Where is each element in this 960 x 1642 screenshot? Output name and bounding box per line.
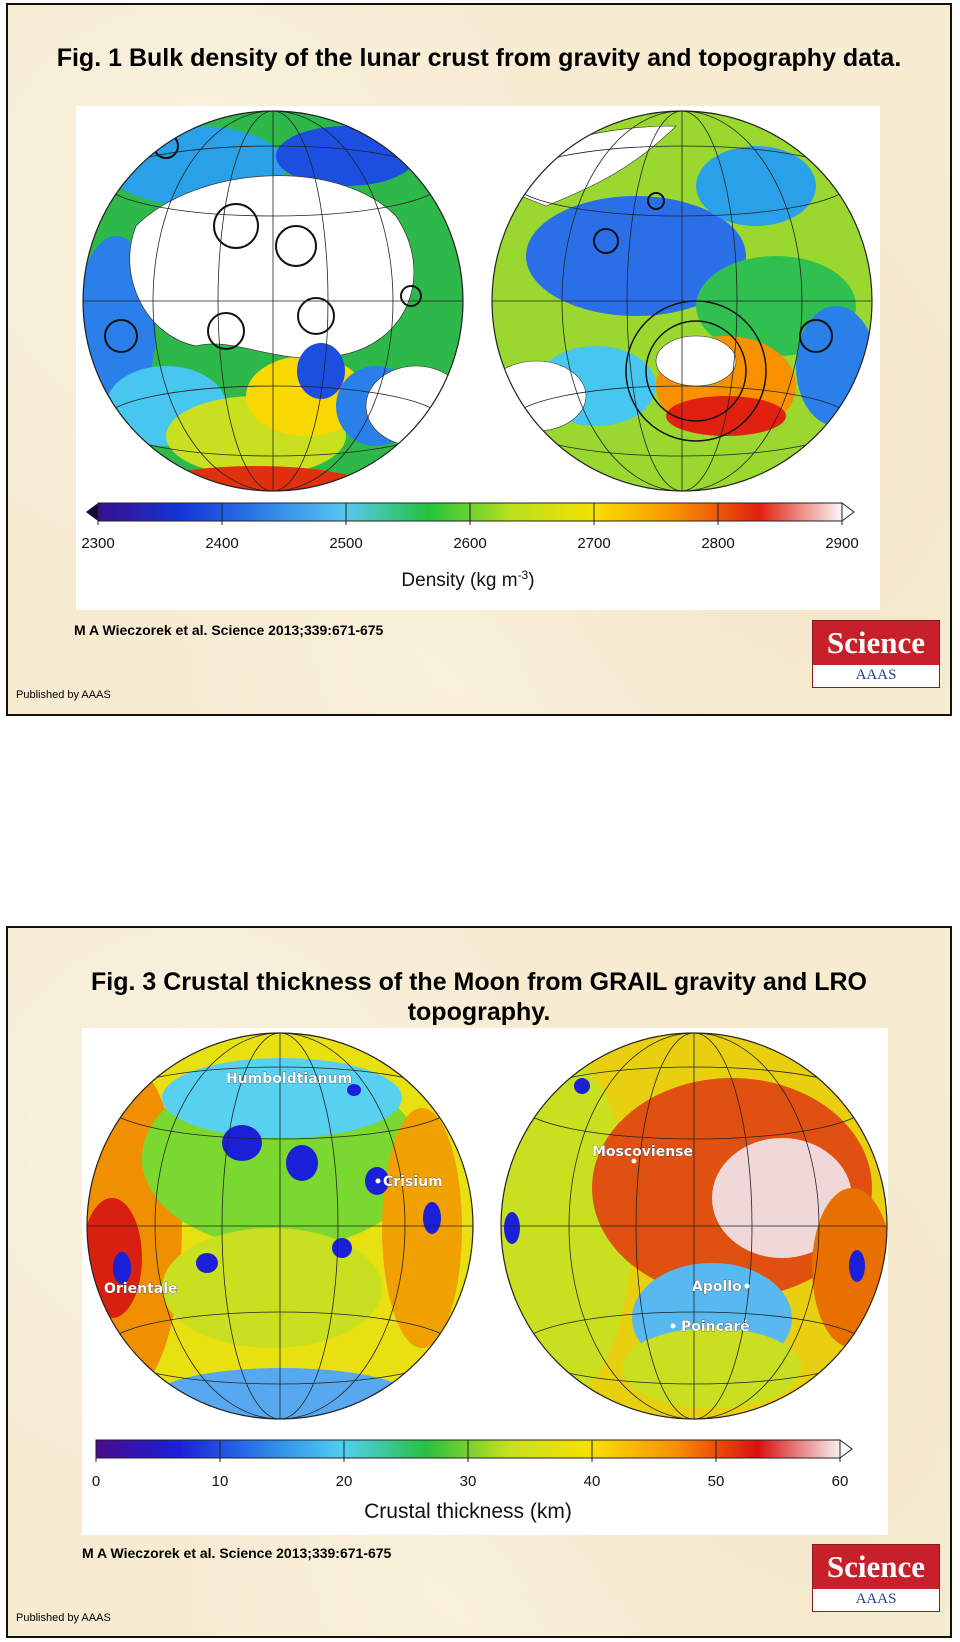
crustal-thickness-figure-svg: Humboldtianum Crisium Orientale [86,1032,888,1523]
colorbar-tick-label: 60 [832,1473,849,1490]
science-aaas-logo: Science AAAS [812,620,940,688]
density-nearside-map [83,111,463,491]
density-farside-map [492,111,872,491]
density-axis-title: Density (kg m-3) [401,568,534,591]
density-colorbar-ticks: 2300 2400 2500 2600 2700 2800 2900 [81,503,859,552]
colorbar-high-arrow [841,502,855,522]
thickness-colorbar [95,1439,853,1459]
colorbar-tick-label: 2400 [205,535,238,552]
aaas-logo-text: AAAS [855,667,897,683]
aaas-logo-text: AAAS [855,1591,897,1607]
published-by: Published by AAAS [16,1612,111,1624]
colorbar-high-arrow [839,1439,853,1459]
colorbar-tick-label: 20 [336,1473,353,1490]
colorbar-tick-label: 40 [584,1473,601,1490]
label-apollo: Apollo [692,1279,742,1295]
density-figure-svg: 2300 2400 2500 2600 2700 2800 2900 Density (kg… [81,110,873,591]
thickness-farside-map: Moscoviense Apollo Poincaré [501,1033,887,1419]
label-moscoviense: Moscoviense [592,1144,693,1160]
slide-fig1: Fig. 1 Bulk density of the lunar crust f… [6,3,952,716]
thickness-axis-title: Crustal thickness (km) [364,1500,572,1523]
thickness-colorbar-ticks: 0 10 20 30 40 50 60 [92,1440,849,1490]
colorbar-tick-label: 2700 [577,535,610,552]
slide-title: Fig. 3 Crustal thickness of the Moon fro… [90,968,867,1026]
thickness-nearside-map: Humboldtianum Crisium Orientale [87,1033,473,1419]
citation: M A Wieczorek et al. Science 2013;339:67… [82,1545,392,1561]
density-figure: 2300 2400 2500 2600 2700 2800 2900 Density (kg… [76,106,880,610]
science-logo-word: Science [813,621,939,665]
published-by: Published by AAAS [16,689,111,701]
colorbar-tick-label: 2500 [329,535,362,552]
colorbar-tick-label: 2600 [453,535,486,552]
colorbar-tick-label: 10 [212,1473,229,1490]
crustal-thickness-figure: Humboldtianum Crisium Orientale [82,1028,888,1535]
colorbar-tick-label: 0 [92,1473,100,1490]
colorbar-tick-label: 2300 [81,535,114,552]
label-crisium: Crisium [383,1174,443,1190]
slide-fig3: Fig. 3 Crustal thickness of the Moon fro… [6,926,952,1638]
science-aaas-logo: Science AAAS [812,1544,940,1612]
label-orientale: Orientale [104,1281,178,1297]
label-poincare: Poincaré [681,1319,750,1335]
citation: M A Wieczorek et al. Science 2013;339:67… [74,622,384,638]
colorbar-tick-label: 2900 [825,535,858,552]
label-humboldtianum: Humboldtianum [226,1071,352,1087]
slide-title: Fig. 1 Bulk density of the lunar crust f… [56,44,902,72]
colorbar-tick-label: 2800 [701,535,734,552]
colorbar-tick-label: 30 [460,1473,477,1490]
science-logo-word: Science [813,1545,939,1589]
colorbar-low-arrow [86,503,98,521]
colorbar-tick-label: 50 [708,1473,725,1490]
